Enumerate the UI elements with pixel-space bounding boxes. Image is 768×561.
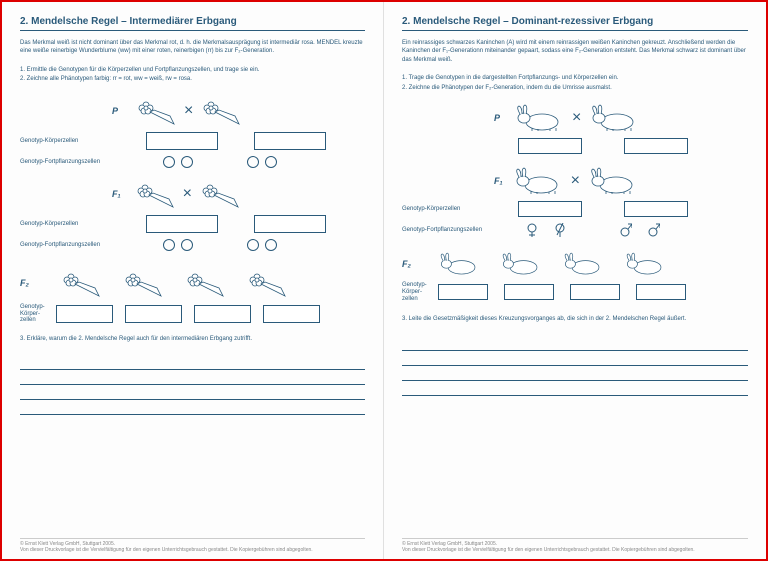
genotype-box[interactable] [624,138,688,154]
genotype-box[interactable] [194,305,251,323]
task-1-right: 1. Trage die Genotypen in die dargestell… [402,74,748,84]
f1-row-right: F₁ × [402,167,748,195]
rabbit-icon [624,252,666,276]
gf-row-p-left: Genotyp-Fortpflanzungszellen [20,156,365,168]
f2-label-left: F₂ [20,278,56,288]
task-3-left: 3. Erkläre, warum die 2. Mendelsche Rege… [20,335,365,345]
f2-row-right: F₂ [402,252,748,276]
gf-label: Genotyp-Fortpflanzungszellen [20,159,130,165]
rabbit-icon [562,252,604,276]
gamete-circle[interactable] [265,156,277,168]
flower-icon [136,96,176,126]
rabbit-icon [514,104,564,132]
female-icon [526,223,538,237]
gk-row-f1-left: Genotyp-Körperzellen [20,215,365,233]
intro-right: Ein reinrassiges schwarzes Kaninchen (A)… [402,39,748,64]
f1-label-right: F₁ [494,176,503,186]
gamete-circle[interactable] [247,156,259,168]
gamete-circle[interactable] [181,156,193,168]
p-row-right: P × [402,104,748,132]
flower-icon [180,268,230,298]
gf-row-f1-right: Genotyp-Fortpflanzungszellen [402,223,748,237]
tasks-right: 1. Trage die Genotypen in die dargestell… [402,74,748,93]
cross-icon: × [571,172,580,190]
cross-icon: × [183,185,192,203]
gk-row-p-left: Genotyp-Körperzellen [20,132,365,150]
cross-icon: × [184,102,193,120]
genotype-box[interactable] [146,215,218,233]
flower-icon [135,179,175,209]
genotype-box[interactable] [146,132,218,150]
male-icon [648,223,660,237]
gk-row-f1-right: Genotyp-Körperzellen [402,201,748,217]
f1-label-left: F₁ [112,189,121,199]
genotype-box[interactable] [254,132,326,150]
male-icon [620,223,632,237]
genotype-box[interactable] [624,201,688,217]
flower-icon [201,96,241,126]
task-2-right: 2. Zeichne die Phänotypen der F₂-Generat… [402,84,748,94]
gk-row-f2-right: Genotyp- Körper- zellen [402,282,748,302]
p-label-left: P [112,106,118,116]
page-title-right: 2. Mendelsche Regel – Dominant-rezessive… [402,16,748,31]
female-icon [554,223,566,237]
task-2-left: 2. Zeichne alle Phänotypen farbig: rr = … [20,75,365,85]
answer-lines-left[interactable] [20,358,365,418]
rabbit-icon [513,167,563,195]
cross-icon: × [572,109,581,127]
genotype-box[interactable] [518,138,582,154]
gk-row-p-right [402,138,748,154]
gk-row-f2-left: Genotyp- Körper- zellen [20,304,365,324]
gk2-label: Genotyp- Körper- zellen [20,304,56,324]
rabbit-icon [588,167,638,195]
genotype-box[interactable] [518,201,582,217]
gamete-circle[interactable] [181,239,193,251]
gk2-label: Genotyp- Körper- zellen [402,282,438,302]
flower-icon [56,268,106,298]
p-row-left: P × [20,96,365,126]
rabbit-icon [500,252,542,276]
genotype-box[interactable] [570,284,620,300]
f2-row-left: F₂ [20,268,365,298]
gk-label: Genotyp-Körperzellen [402,206,512,212]
p-label-right: P [494,113,500,123]
rabbit-icon [438,252,480,276]
genotype-box[interactable] [504,284,554,300]
gamete-circle[interactable] [163,239,175,251]
gamete-circle[interactable] [163,156,175,168]
page-left: 2. Mendelsche Regel – Intermediärer Erbg… [2,2,384,559]
page-right: 2. Mendelsche Regel – Dominant-rezessive… [384,2,766,559]
gf-label: Genotyp-Fortpflanzungszellen [20,242,130,248]
flower-icon [200,179,240,209]
flower-icon [242,268,292,298]
footer-right: © Ernst Klett Verlag GmbH, Stuttgart 200… [402,538,748,553]
intro-left: Das Merkmal weiß ist nicht dominant über… [20,39,365,56]
gk-label: Genotyp-Körperzellen [20,138,130,144]
genotype-box[interactable] [263,305,320,323]
worksheet-frame: 2. Mendelsche Regel – Intermediärer Erbg… [0,0,768,561]
gf-row-f1-left: Genotyp-Fortpflanzungszellen [20,239,365,251]
genotype-box[interactable] [56,305,113,323]
gamete-circle[interactable] [265,239,277,251]
gamete-circle[interactable] [247,239,259,251]
gk-label: Genotyp-Körperzellen [20,221,130,227]
tasks-left: 1. Ermittle die Genotypen für die Körper… [20,66,365,85]
f2-label-right: F₂ [402,259,438,269]
genotype-box[interactable] [636,284,686,300]
task-1-left: 1. Ermittle die Genotypen für die Körper… [20,66,365,76]
f1-row-left: F₁ × [20,179,365,209]
task-3-right: 3. Leite die Gesetzmäßigkeit dieses Kreu… [402,315,748,325]
rabbit-icon [589,104,639,132]
gf-label: Genotyp-Fortpflanzungszellen [402,227,512,233]
genotype-box[interactable] [125,305,182,323]
genotype-box[interactable] [438,284,488,300]
genotype-box[interactable] [254,215,326,233]
footer-left: © Ernst Klett Verlag GmbH, Stuttgart 200… [20,538,365,553]
flower-icon [118,268,168,298]
page-title-left: 2. Mendelsche Regel – Intermediärer Erbg… [20,16,365,31]
answer-lines-right[interactable] [402,339,748,399]
